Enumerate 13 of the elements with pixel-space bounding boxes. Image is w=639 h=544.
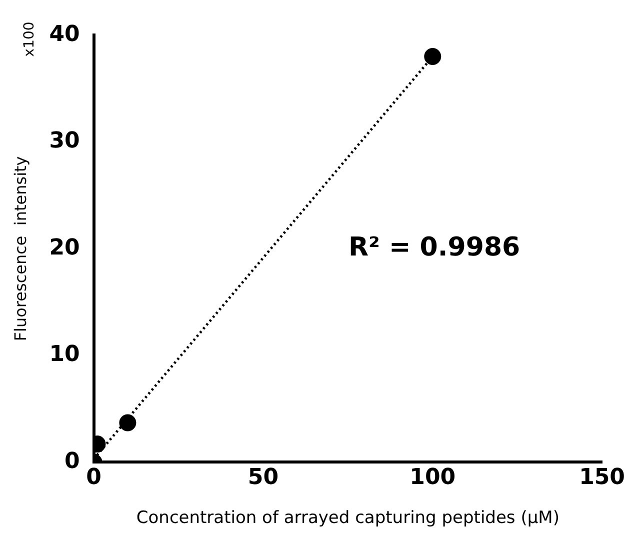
x-axis-title: Concentration of arrayed capturing peptides (μM): [136, 508, 560, 528]
x-tick-label: 0: [86, 465, 102, 490]
y-tick-label: 20: [49, 235, 80, 260]
annotation: R² = 0.9986: [348, 232, 520, 262]
text: x100: [22, 22, 38, 57]
y-tick-label: 10: [49, 342, 80, 368]
x-tick-label: 100: [410, 465, 456, 490]
y-axis-title: Fluorescence intensity: [10, 156, 30, 342]
x-tick-label: 50: [248, 465, 279, 490]
y-tick-label: 30: [49, 128, 80, 154]
x-tick-label: 150: [579, 465, 626, 490]
y-tick-label: 0: [64, 448, 80, 474]
y-tick-label: 40: [49, 22, 80, 47]
